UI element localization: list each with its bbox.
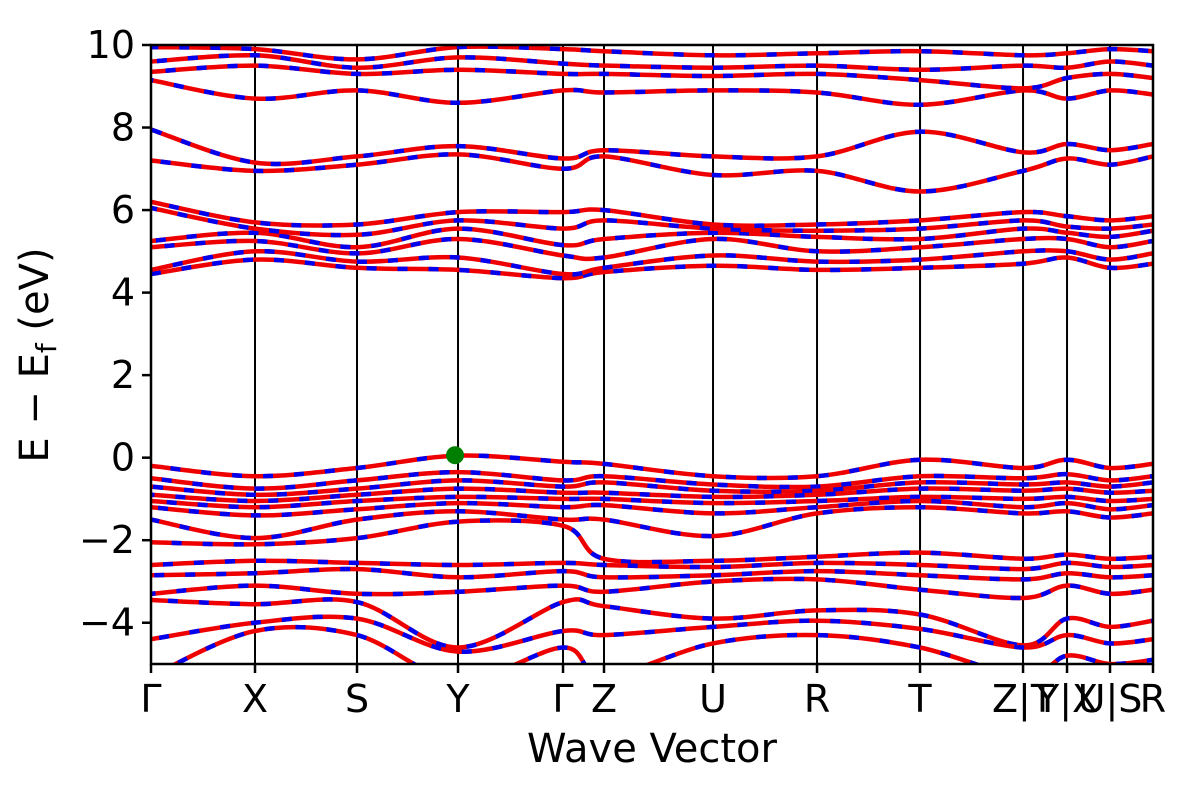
y-axis-label-sub: f [30,342,63,353]
band-curve-red-solid [151,504,1153,541]
band-curve-red-solid [151,77,1153,108]
band-curve-blue-dashed [151,469,1153,491]
x-axis-label: Wave Vector [527,726,778,772]
band-curve-red-solid [151,127,1153,167]
band-curve-blue-dashed [151,63,1153,91]
vbm-marker-group [446,446,465,465]
y-tick-label: 0 [111,436,135,480]
band-curve-blue-dashed [151,226,1153,250]
y-axis-label-unit: (eV) [12,247,58,343]
y-tick-label: 10 [87,23,135,67]
x-tick-label: U|S [1078,677,1143,722]
band-curve-blue-dashed [151,614,1153,654]
x-tick-label: S [345,677,369,721]
band-curve-red-solid [151,614,1153,654]
y-tick-label: 8 [111,106,135,150]
y-axis-ticks: 10 8 6 4 2 0 −2 −4 [79,23,151,645]
y-axis-label-main: E − E [12,353,58,463]
vbm-marker [446,446,465,465]
band-curve-red-solid [151,597,1153,650]
band-curve-blue-dashed [151,558,1153,572]
plot-frame [149,43,1155,666]
x-tick-label: X [242,677,268,721]
band-curve-blue-dashed [151,255,1153,281]
band-curve-red-solid [151,205,1153,238]
y-tick-label: 6 [111,188,135,232]
band-curve-blue-dashed [151,498,1153,518]
y-tick-label: −4 [79,601,135,645]
band-curve-blue-dashed [170,624,1153,664]
x-tick-label: Γ [552,677,573,721]
x-tick-label: Z [591,677,617,721]
band-curve-red-solid [170,624,1153,664]
band-curves [151,45,1153,664]
band-curve-red-solid [151,248,1153,277]
band-curve-red-solid [151,576,1153,601]
y-tick-label: 4 [111,271,135,315]
x-tick-label: Γ [140,677,161,721]
x-tick-label: R [804,677,830,721]
band-curve-red-solid [151,494,1153,510]
band-curve-blue-dashed [151,235,1153,262]
band-curve-blue-dashed [151,152,1153,194]
x-tick-label: U [699,677,727,721]
band-curve-red-solid [151,453,1153,481]
band-curve-red-solid [151,152,1153,194]
band-curve-blue-dashed [151,566,1153,582]
band-curve-blue-dashed [151,478,1153,498]
x-tick-label: Y [445,677,470,721]
x-tick-label: T [907,677,932,721]
x-tick-label: Y|X [1035,677,1098,722]
y-axis-label: E − Ef (eV) [12,247,63,462]
y-tick-label: −2 [79,518,135,562]
band-curve-blue-dashed [151,45,1153,62]
band-curve-blue-dashed [151,199,1153,228]
band-curve-red-solid [151,486,1153,504]
band-curve-blue-dashed [151,52,1153,73]
x-tick-label: R [1140,677,1166,721]
x-axis-ticks: Γ X S Y Γ Z U R T Z|TY|XU|SR [140,664,1166,722]
band-curve-blue-dashed [151,518,1153,565]
x-tick-label: Z|T [992,677,1055,722]
y-tick-label: 2 [111,353,135,397]
